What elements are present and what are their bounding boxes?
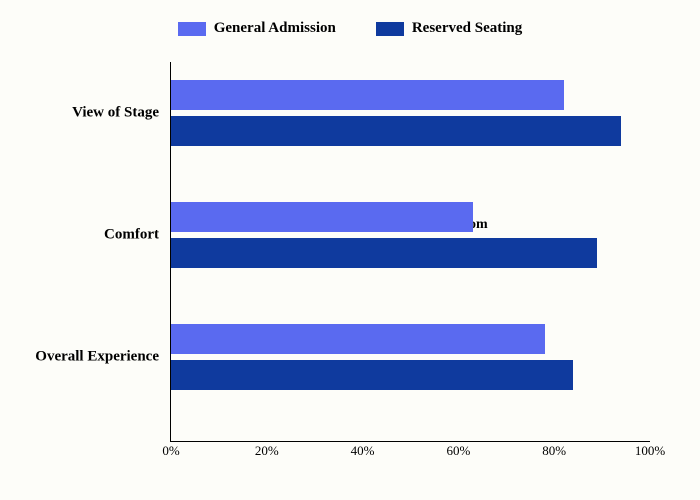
category-label: Overall Experience [35,349,171,366]
bar [171,238,597,268]
bar [171,324,545,354]
x-tick-label: 80% [542,443,566,459]
x-tick-label: 0% [162,443,179,459]
legend-swatch [178,22,206,36]
bar [171,360,573,390]
legend-label: General Admission [214,20,336,37]
category-label: View of Stage [72,105,171,122]
legend-item-reserved-seating: Reserved Seating [376,20,522,37]
x-axis-ticks: 0%20%40%60%80%100% [171,443,650,463]
bar [171,80,564,110]
legend: General Admission Reserved Seating [30,20,670,37]
x-tick-label: 60% [446,443,470,459]
x-tick-label: 20% [255,443,279,459]
bar [171,202,473,232]
bar [171,116,621,146]
legend-swatch [376,22,404,36]
x-tick-label: 100% [635,443,665,459]
category-label: Comfort [104,227,171,244]
legend-item-general-admission: General Admission [178,20,336,37]
legend-label: Reserved Seating [412,20,522,37]
chart-plot-area: seatplenary.com 0%20%40%60%80%100% View … [170,62,650,442]
x-tick-label: 40% [351,443,375,459]
